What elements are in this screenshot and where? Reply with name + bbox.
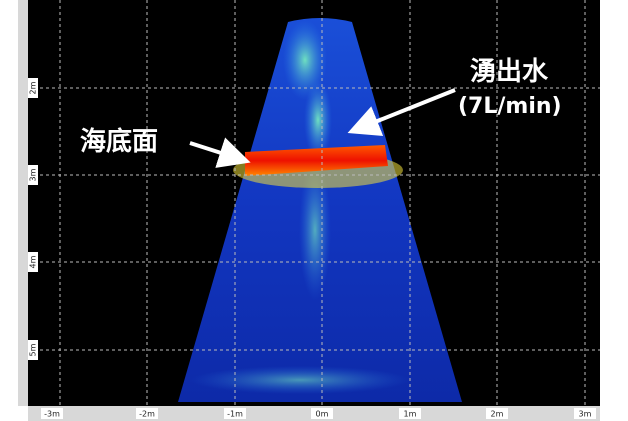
y-axis-label: 3m: [29, 168, 38, 181]
x-axis-label: 0m: [316, 410, 329, 419]
flow-rate-label: (7L/min): [458, 94, 562, 119]
x-axis-label: -2m: [139, 410, 155, 419]
x-axis-label: -1m: [227, 410, 243, 419]
x-axis-label: 2m: [491, 410, 504, 419]
sonar-view: -3m -2m -1m 0m 1m 2m 3m 2m 3m 4m 5m 海底面 湧出水 (7L/m…: [0, 0, 628, 421]
y-ruler: [18, 0, 28, 406]
y-axis-label: 5m: [29, 343, 38, 356]
y-axis-label: 4m: [29, 255, 38, 268]
x-axis-label: 1m: [404, 410, 417, 419]
bottom-return: [190, 366, 410, 394]
seafloor-label: 海底面: [80, 126, 158, 157]
x-axis-label: 3m: [579, 410, 592, 419]
y-axis-label: 2m: [29, 81, 38, 94]
seep-water-label: 湧出水: [470, 57, 549, 87]
x-axis-label: -3m: [44, 410, 60, 419]
